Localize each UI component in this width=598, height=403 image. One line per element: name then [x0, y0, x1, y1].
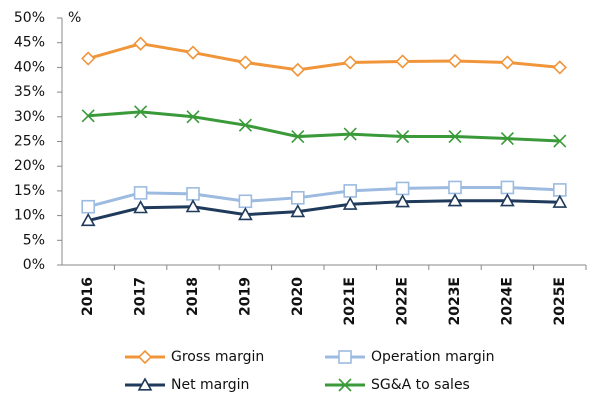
marker	[290, 204, 306, 218]
y-tick-label: 0%	[23, 257, 45, 273]
marker	[342, 196, 358, 210]
marker	[448, 180, 462, 195]
marker	[447, 193, 463, 207]
marker	[448, 129, 462, 144]
marker	[290, 62, 305, 78]
y-tick-label: 45%	[14, 35, 45, 51]
legend-label: Gross margin	[171, 349, 264, 365]
marker	[185, 45, 201, 60]
marker	[500, 193, 515, 207]
marker	[500, 180, 515, 195]
marker	[80, 212, 96, 227]
y-tick-label: 5%	[23, 232, 45, 248]
marker	[81, 109, 95, 123]
marker	[338, 350, 352, 364]
marker	[552, 183, 567, 197]
x-tick-label: 2024E	[499, 277, 515, 326]
y-tick-label: 25%	[14, 134, 45, 150]
y-tick-label: 15%	[14, 183, 45, 199]
marker	[552, 60, 567, 75]
marker	[396, 129, 410, 144]
marker	[553, 134, 567, 148]
marker	[133, 200, 148, 214]
marker	[447, 53, 463, 69]
x-tick-label: 2025E	[552, 277, 568, 326]
marker	[133, 36, 148, 51]
marker	[81, 199, 95, 214]
marker	[395, 54, 410, 69]
marker	[238, 55, 253, 70]
marker	[395, 194, 410, 208]
legend-label: Net margin	[171, 377, 249, 393]
legend-label: SG&A to sales	[371, 377, 470, 393]
x-tick-label: 2019	[237, 277, 253, 316]
marker	[186, 187, 200, 201]
x-tick-label: 2016	[80, 277, 96, 316]
marker	[238, 206, 253, 221]
marker	[81, 51, 96, 66]
x-tick-label: 2018	[185, 277, 201, 316]
marker	[500, 55, 515, 70]
marker	[291, 129, 305, 144]
marker	[186, 110, 200, 124]
y-tick-label: 30%	[14, 109, 45, 125]
y-unit: %	[68, 10, 81, 26]
series-line	[87, 42, 560, 72]
x-tick-label: 2020	[290, 277, 306, 316]
marker	[395, 181, 410, 196]
marker	[133, 186, 148, 200]
marker	[343, 184, 358, 198]
series-line	[87, 185, 560, 209]
series-line	[88, 110, 560, 143]
marker	[343, 55, 358, 70]
marker	[137, 349, 153, 365]
x-tick-label: 2022E	[395, 277, 411, 326]
series-line	[87, 199, 560, 222]
marker	[500, 131, 514, 146]
legend-label: Operation margin	[371, 349, 495, 365]
y-tick-label: 10%	[14, 208, 45, 224]
x-tick-label: 2023E	[447, 277, 463, 326]
marker	[343, 127, 357, 141]
marker	[290, 191, 305, 205]
x-tick-label: 2017	[133, 277, 149, 316]
marker	[185, 199, 201, 213]
x-tick-label: 2021E	[342, 277, 358, 326]
marker	[552, 194, 568, 208]
y-tick-label: 20%	[14, 158, 45, 174]
y-tick-label: 40%	[14, 59, 45, 75]
marker	[134, 105, 148, 119]
marker	[238, 118, 252, 132]
y-tick-label: 50%	[14, 10, 45, 26]
marker	[137, 377, 153, 391]
y-tick-label: 35%	[14, 84, 45, 100]
marker	[238, 194, 253, 209]
marker	[338, 378, 352, 392]
